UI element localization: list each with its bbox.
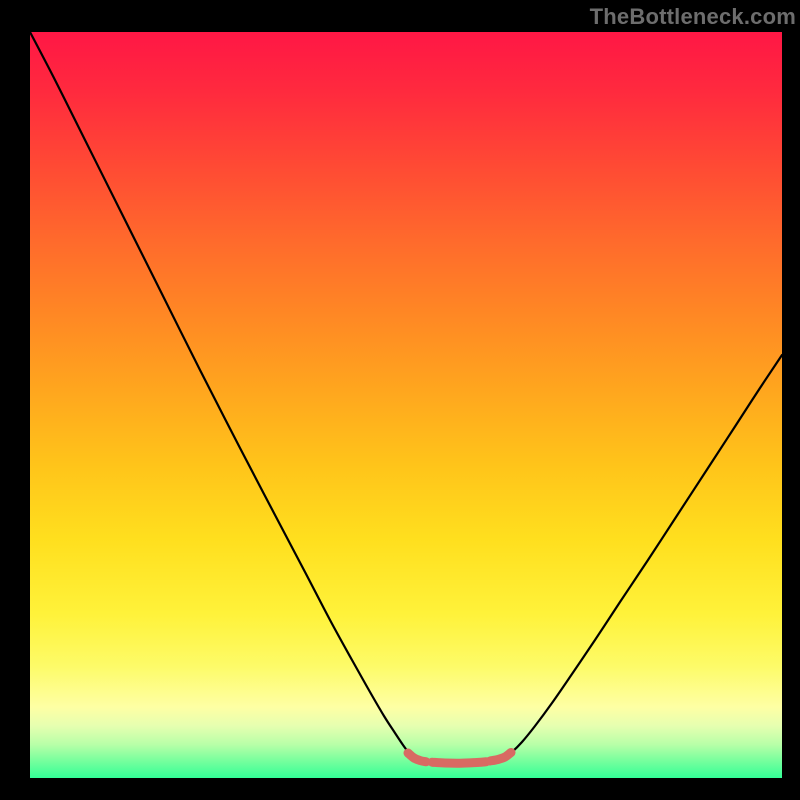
- highlight-middle: [432, 762, 486, 763]
- chart-container: TheBottleneck.com: [0, 0, 800, 800]
- curve-layer: [0, 0, 800, 800]
- highlight-right: [490, 753, 511, 762]
- highlight-left: [408, 753, 426, 762]
- bottleneck-curve: [30, 32, 782, 763]
